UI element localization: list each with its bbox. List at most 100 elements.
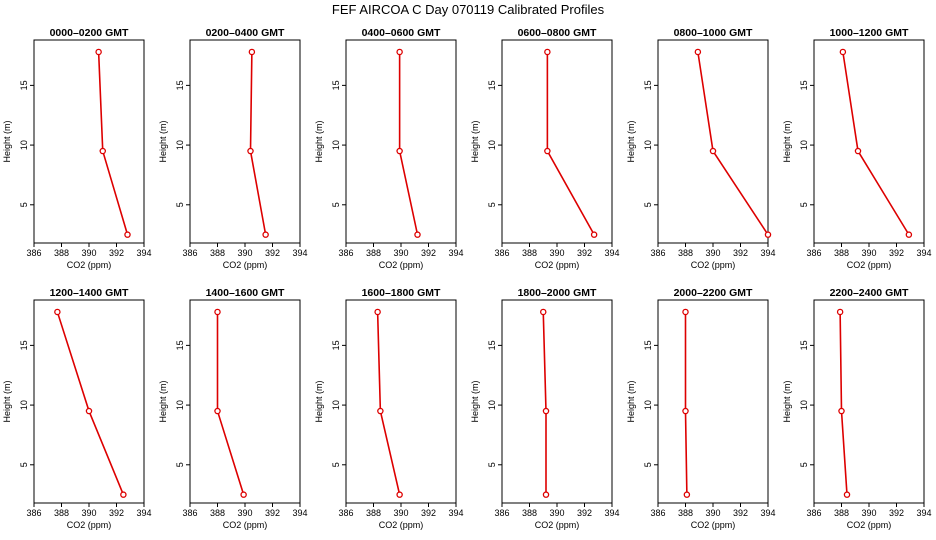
x-tick-label: 394 xyxy=(292,248,307,258)
data-point xyxy=(540,308,547,316)
x-tick-label: 390 xyxy=(237,508,252,518)
y-tick-label: 10 xyxy=(331,140,341,150)
y-tick-label: 10 xyxy=(175,400,185,410)
plot-frame xyxy=(345,39,457,244)
profile-line xyxy=(97,51,129,235)
y-tick-label: 5 xyxy=(175,462,185,467)
y-tick-label: 15 xyxy=(487,80,497,90)
data-point xyxy=(764,231,772,238)
x-tick-label: 388 xyxy=(834,248,849,258)
chart-panel: 1200–1400 GMT 386 388 390 392 394 CO2 (ppm) 5 10… xyxy=(2,287,152,530)
data-point xyxy=(99,147,107,155)
data-point xyxy=(374,308,381,316)
x-tick-label: 388 xyxy=(522,508,537,518)
plot-frame xyxy=(657,39,769,244)
chart-panel: 0200–0400 GMT 386 388 390 392 394 CO2 (ppm) 5 10… xyxy=(158,27,308,270)
x-axis-label: CO2 (ppm) xyxy=(379,260,424,270)
y-axis-label: Height (m) xyxy=(470,380,480,422)
x-tick-label: 386 xyxy=(26,508,41,518)
data-point xyxy=(214,407,221,415)
x-axis-label: CO2 (ppm) xyxy=(691,520,736,530)
x-tick-label: 392 xyxy=(109,248,124,258)
panel-title: 0000–0200 GMT xyxy=(50,27,129,39)
data-point xyxy=(247,147,254,155)
x-tick-label: 386 xyxy=(494,508,509,518)
data-point xyxy=(377,407,384,415)
x-tick-label: 386 xyxy=(806,508,821,518)
x-tick-label: 386 xyxy=(182,508,197,518)
profile-line xyxy=(249,51,267,235)
x-axis-label: CO2 (ppm) xyxy=(223,520,268,530)
data-point xyxy=(682,407,689,415)
y-tick-label: 5 xyxy=(643,202,653,207)
plot-frame xyxy=(813,39,925,244)
plot-frame xyxy=(345,299,457,504)
data-point xyxy=(54,308,61,316)
y-tick-label: 15 xyxy=(643,80,653,90)
data-point xyxy=(544,48,551,56)
y-tick-label: 5 xyxy=(487,202,497,207)
y-tick-label: 15 xyxy=(175,80,185,90)
data-point xyxy=(709,147,717,155)
y-tick-label: 10 xyxy=(799,140,809,150)
x-axis-label: CO2 (ppm) xyxy=(847,520,892,530)
y-axis-label: Height (m) xyxy=(2,120,12,162)
data-point xyxy=(396,48,403,56)
x-axis-label: CO2 (ppm) xyxy=(223,260,268,270)
y-tick-label: 10 xyxy=(643,400,653,410)
data-point xyxy=(905,231,913,238)
y-tick-label: 15 xyxy=(19,80,29,90)
data-point xyxy=(240,491,247,498)
panel-title: 0200–0400 GMT xyxy=(206,27,285,39)
y-tick-label: 10 xyxy=(175,140,185,150)
panel-title: 2000–2200 GMT xyxy=(674,287,753,299)
x-tick-label: 390 xyxy=(705,508,720,518)
x-tick-label: 394 xyxy=(136,508,151,518)
profile-line xyxy=(684,311,688,495)
y-tick-label: 10 xyxy=(487,400,497,410)
y-tick-label: 5 xyxy=(799,202,809,207)
data-point xyxy=(95,48,102,56)
x-axis-label: CO2 (ppm) xyxy=(379,520,424,530)
x-tick-label: 386 xyxy=(338,508,353,518)
x-tick-label: 392 xyxy=(421,508,436,518)
plot-frame xyxy=(501,39,613,244)
y-axis-label: Height (m) xyxy=(782,380,792,422)
x-tick-label: 394 xyxy=(760,248,775,258)
data-point xyxy=(854,147,862,155)
plot-frame xyxy=(189,39,301,244)
y-axis-label: Height (m) xyxy=(158,380,168,422)
data-point xyxy=(248,48,256,56)
x-tick-label: 394 xyxy=(916,508,931,518)
x-tick-label: 386 xyxy=(806,248,821,258)
panel-title: 2200–2400 GMT xyxy=(830,287,909,299)
x-tick-label: 386 xyxy=(182,248,197,258)
y-tick-label: 5 xyxy=(331,462,341,467)
data-point xyxy=(836,308,844,316)
chart-panel: 1600–1800 GMT 386 388 390 392 394 CO2 (ppm) 5 10… xyxy=(314,287,464,530)
chart-panel: 1400–1600 GMT 386 388 390 392 394 CO2 (ppm) 5 10… xyxy=(158,287,308,530)
x-axis-label: CO2 (ppm) xyxy=(67,520,112,530)
panel-title: 1400–1600 GMT xyxy=(206,287,285,299)
plot-frame xyxy=(501,299,613,504)
x-tick-label: 392 xyxy=(889,248,904,258)
x-tick-label: 394 xyxy=(136,248,151,258)
panel-title: 0600–0800 GMT xyxy=(518,27,597,39)
y-tick-label: 15 xyxy=(487,340,497,350)
x-tick-label: 392 xyxy=(733,508,748,518)
x-tick-label: 392 xyxy=(265,248,280,258)
y-tick-label: 15 xyxy=(799,80,809,90)
panel-title: 0800–1000 GMT xyxy=(674,27,753,39)
x-tick-label: 388 xyxy=(54,248,69,258)
x-tick-label: 390 xyxy=(705,248,720,258)
chart-panel: 1000–1200 GMT 386 388 390 392 394 CO2 (ppm) 5 10… xyxy=(782,27,932,270)
y-tick-label: 10 xyxy=(19,140,29,150)
x-tick-label: 388 xyxy=(678,508,693,518)
y-axis-label: Height (m) xyxy=(470,120,480,162)
profile-line xyxy=(839,311,848,495)
x-tick-label: 392 xyxy=(109,508,124,518)
y-axis-label: Height (m) xyxy=(626,380,636,422)
plot-frame xyxy=(657,299,769,504)
plot-frame xyxy=(33,39,145,244)
